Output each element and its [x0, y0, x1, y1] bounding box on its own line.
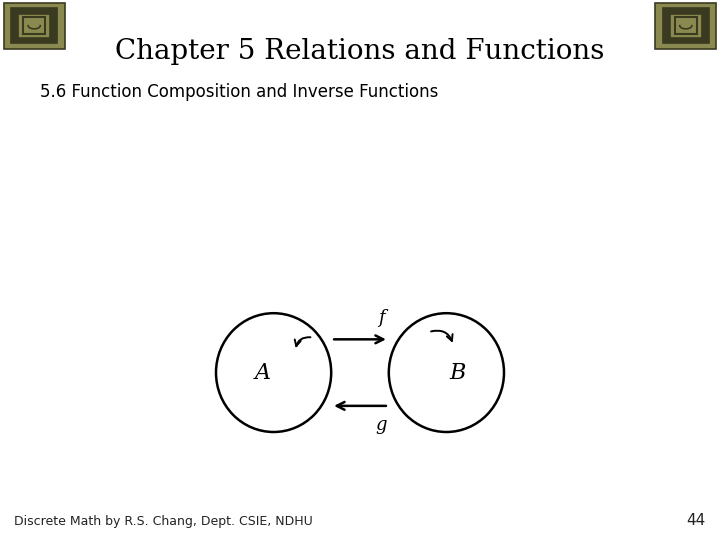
- Ellipse shape: [216, 313, 331, 432]
- Bar: [18, 14, 50, 38]
- FancyArrowPatch shape: [431, 330, 453, 341]
- Text: 5.6 Function Composition and Inverse Functions: 5.6 Function Composition and Inverse Fun…: [40, 83, 438, 101]
- Bar: [4, 3, 65, 49]
- Text: Chapter 5 Relations and Functions: Chapter 5 Relations and Functions: [115, 38, 605, 65]
- Bar: [662, 8, 709, 43]
- Bar: [26, 19, 42, 32]
- FancyArrowPatch shape: [294, 337, 310, 346]
- Bar: [23, 17, 45, 34]
- Text: 44: 44: [686, 513, 706, 528]
- Text: f: f: [378, 309, 385, 327]
- Ellipse shape: [389, 313, 504, 432]
- Bar: [4, 3, 65, 49]
- Text: Discrete Math by R.S. Chang, Dept. CSIE, NDHU: Discrete Math by R.S. Chang, Dept. CSIE,…: [14, 515, 313, 528]
- Bar: [675, 17, 697, 34]
- Text: g: g: [376, 416, 387, 434]
- Bar: [678, 19, 694, 32]
- Bar: [655, 3, 716, 49]
- Bar: [11, 8, 58, 43]
- Bar: [670, 14, 702, 38]
- Bar: [655, 3, 716, 49]
- Text: B: B: [449, 362, 465, 383]
- Text: A: A: [255, 362, 271, 383]
